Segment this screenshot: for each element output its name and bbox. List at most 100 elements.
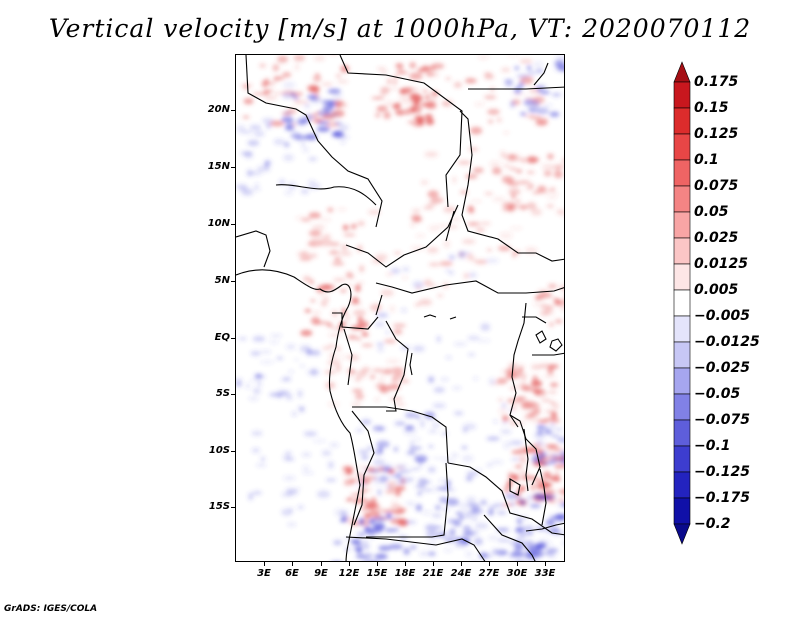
downward-velocity-patch — [443, 549, 453, 552]
downward-velocity-patch — [338, 124, 349, 132]
upward-velocity-patch — [524, 247, 538, 255]
downward-velocity-patch — [282, 92, 294, 99]
upward-velocity-patch — [328, 250, 341, 255]
colorbar-swatch — [673, 159, 691, 187]
upward-velocity-patch — [393, 251, 402, 255]
upward-velocity-patch — [496, 377, 508, 385]
downward-velocity-patch — [548, 515, 563, 519]
downward-velocity-patch — [240, 130, 253, 134]
upward-velocity-patch — [301, 250, 309, 258]
upward-velocity-patch — [502, 163, 511, 169]
downward-velocity-patch — [252, 491, 262, 495]
lon-label-3e: 3E — [257, 568, 271, 579]
upward-velocity-patch — [436, 224, 450, 228]
downward-velocity-patch — [367, 520, 375, 525]
downward-velocity-patch — [249, 188, 262, 191]
upward-velocity-patch — [517, 365, 526, 368]
upward-velocity-patch — [418, 298, 432, 306]
downward-velocity-patch — [257, 380, 262, 388]
upward-velocity-patch — [449, 218, 462, 221]
downward-velocity-patch — [304, 102, 311, 109]
downward-velocity-patch — [317, 121, 330, 125]
downward-velocity-patch — [510, 502, 516, 506]
upward-velocity-patch — [423, 206, 434, 210]
downward-velocity-patch — [285, 457, 295, 461]
downward-velocity-patch — [325, 478, 337, 482]
downward-velocity-patch — [527, 545, 542, 553]
upward-velocity-patch — [547, 366, 554, 375]
upward-velocity-patch — [389, 396, 404, 401]
colorbar-level-label: −0.125 — [694, 464, 751, 480]
upward-velocity-patch — [503, 131, 510, 134]
downward-velocity-patch — [503, 79, 514, 82]
downward-velocity-patch — [293, 358, 299, 362]
lat-label-eq: EQ — [214, 332, 230, 343]
upward-velocity-patch — [328, 334, 342, 337]
downward-velocity-patch — [327, 461, 335, 469]
upward-velocity-patch — [463, 272, 470, 279]
downward-velocity-patch — [454, 542, 468, 548]
upward-velocity-patch — [560, 305, 564, 311]
colorbar-swatch — [673, 263, 691, 291]
upward-velocity-patch — [547, 196, 557, 200]
downward-velocity-patch — [432, 403, 446, 409]
upward-velocity-patch — [411, 209, 421, 212]
colorbar-swatch — [673, 289, 691, 317]
upward-velocity-patch — [395, 63, 404, 68]
colorbar-level-label: −0.1 — [694, 438, 731, 454]
upward-velocity-patch — [361, 343, 374, 347]
downward-velocity-patch — [501, 421, 509, 425]
upward-velocity-patch — [557, 489, 564, 493]
upward-velocity-patch — [426, 246, 439, 254]
upward-velocity-patch — [425, 72, 434, 77]
upward-velocity-patch — [519, 204, 528, 210]
upward-velocity-patch — [559, 284, 564, 291]
upward-velocity-patch — [543, 170, 552, 177]
upward-velocity-patch — [425, 118, 435, 126]
downward-velocity-patch — [326, 111, 340, 118]
downward-velocity-patch — [535, 68, 543, 74]
upward-velocity-patch — [311, 224, 325, 232]
upward-velocity-patch — [526, 156, 537, 164]
downward-velocity-patch — [514, 66, 520, 71]
downward-velocity-patch — [486, 436, 500, 441]
lon-tick — [349, 562, 350, 566]
downward-velocity-patch — [474, 522, 489, 530]
upward-velocity-patch — [386, 359, 400, 364]
upward-velocity-patch — [300, 218, 312, 222]
downward-velocity-patch — [529, 561, 541, 562]
colorbar-swatch — [673, 315, 691, 343]
downward-velocity-patch — [557, 436, 564, 443]
lon-tick — [517, 562, 518, 566]
downward-velocity-patch — [488, 509, 494, 516]
upward-velocity-patch — [443, 240, 451, 248]
upward-velocity-patch — [546, 204, 555, 209]
downward-velocity-patch — [466, 471, 479, 477]
downward-velocity-patch — [532, 61, 543, 68]
downward-velocity-patch — [248, 396, 259, 401]
downward-velocity-patch — [431, 512, 443, 519]
upward-velocity-patch — [512, 93, 526, 96]
upward-velocity-patch — [562, 158, 564, 163]
downward-velocity-patch — [462, 525, 471, 532]
upward-velocity-patch — [530, 483, 536, 492]
downward-velocity-patch — [439, 496, 448, 504]
upward-velocity-patch — [345, 467, 354, 474]
upward-velocity-patch — [558, 498, 564, 503]
downward-velocity-patch — [285, 394, 293, 400]
upward-velocity-patch — [548, 321, 555, 327]
downward-velocity-patch — [557, 502, 564, 508]
upward-velocity-patch — [345, 498, 353, 502]
upward-velocity-patch — [347, 368, 355, 373]
downward-velocity-patch — [303, 431, 318, 437]
upward-velocity-patch — [388, 507, 394, 513]
upward-velocity-patch — [517, 180, 531, 185]
upward-velocity-patch — [530, 208, 542, 216]
downward-velocity-patch — [282, 81, 296, 89]
downward-velocity-patch — [551, 92, 562, 97]
downward-velocity-patch — [516, 73, 529, 79]
downward-velocity-patch — [285, 343, 296, 350]
upward-velocity-patch — [547, 283, 557, 289]
upward-velocity-patch — [479, 222, 492, 225]
downward-velocity-patch — [251, 447, 260, 454]
